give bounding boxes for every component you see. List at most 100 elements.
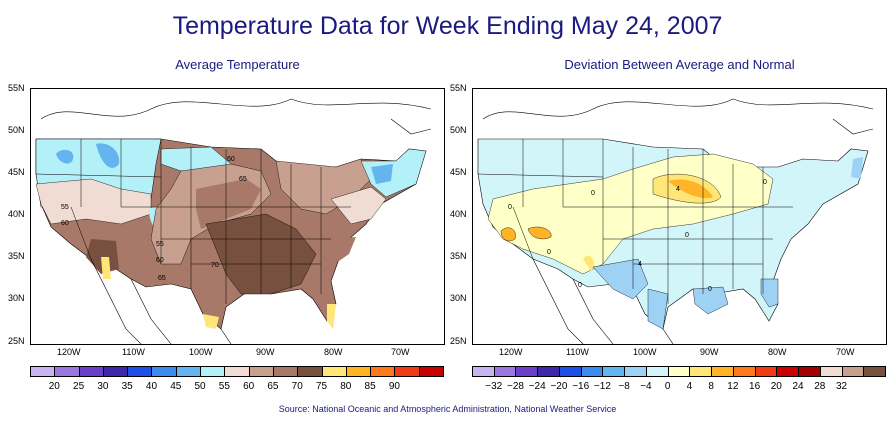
longitude-tick: 110W bbox=[122, 347, 145, 357]
longitude-tick: 80W bbox=[768, 347, 787, 357]
deviation-legend: −32 −28 −24 −20 −16 −12 −8 −4 0 4 8 12 16 20 24 28 32 bbox=[472, 366, 886, 396]
legend-swatch bbox=[224, 366, 250, 377]
average-temperature-map: 60 65 55 60 55 60 65 70 bbox=[30, 88, 445, 345]
contour-label: 0 bbox=[591, 190, 595, 197]
legend-label: 75 bbox=[315, 381, 328, 392]
latitude-tick: 30N bbox=[8, 293, 25, 303]
longitude-tick: 70W bbox=[391, 347, 410, 357]
legend-label: 0 bbox=[664, 381, 671, 392]
legend-swatch bbox=[754, 366, 778, 377]
legend-label: 35 bbox=[121, 381, 133, 392]
latitude-tick: 45N bbox=[8, 167, 25, 177]
legend-label: −32 bbox=[485, 381, 503, 392]
latitude-tick: 50N bbox=[450, 125, 467, 135]
contour-label: 60 bbox=[61, 220, 69, 227]
contour-label: 4 bbox=[676, 186, 680, 193]
legend-swatch bbox=[78, 366, 104, 377]
latitude-tick: 40N bbox=[8, 209, 25, 219]
longitude-tick: 100W bbox=[189, 347, 213, 357]
contour-label: 0 bbox=[508, 204, 512, 211]
legend-label: 28 bbox=[814, 381, 826, 392]
legend-swatch bbox=[175, 366, 202, 377]
legend-label: 8 bbox=[708, 381, 714, 392]
legend-swatch bbox=[248, 366, 274, 377]
contour-label: 70 bbox=[211, 262, 219, 269]
legend-swatch bbox=[200, 366, 226, 377]
legend-swatch bbox=[711, 366, 734, 377]
page-title: Temperature Data for Week Ending May 24,… bbox=[172, 12, 723, 40]
legend-label: 20 bbox=[770, 381, 782, 392]
legend-label: −4 bbox=[640, 381, 652, 392]
legend-label: 50 bbox=[194, 381, 206, 392]
legend-label: 24 bbox=[792, 381, 804, 392]
legend-swatch bbox=[558, 366, 582, 377]
legend-swatch bbox=[689, 366, 713, 377]
legend-swatch bbox=[54, 366, 80, 377]
legend-swatch bbox=[418, 366, 444, 377]
legend-swatch bbox=[151, 366, 177, 377]
contour-label: 0 bbox=[685, 232, 689, 239]
legend-label: 70 bbox=[291, 381, 303, 392]
contour-label: 55 bbox=[156, 241, 164, 248]
contour-label: 0 bbox=[578, 282, 582, 289]
legend-label: 16 bbox=[749, 381, 761, 392]
legend-swatch bbox=[472, 366, 495, 377]
contour-label: 65 bbox=[158, 275, 166, 282]
temperature-deviation-map: 0 0 4 0 0 0 4 0 0 bbox=[472, 88, 887, 345]
longitude-tick: 90W bbox=[256, 347, 275, 357]
legend-swatch bbox=[370, 366, 396, 377]
contour-label: 0 bbox=[547, 249, 551, 256]
latitude-tick: 25N bbox=[8, 336, 25, 346]
legend-label: 40 bbox=[145, 381, 158, 392]
legend-label: 60 bbox=[243, 381, 255, 392]
legend-swatch bbox=[863, 366, 886, 377]
latitude-tick: 35N bbox=[8, 251, 25, 261]
legend-label: 32 bbox=[835, 381, 848, 392]
legend-swatch bbox=[667, 366, 691, 377]
longitude-tick: 90W bbox=[700, 347, 719, 357]
temperature-deviation-map-graphic: 0 0 4 0 0 0 4 0 0 bbox=[473, 89, 886, 344]
latitude-tick: 25N bbox=[450, 336, 467, 346]
legend-swatch bbox=[580, 366, 604, 377]
legend-swatch bbox=[30, 366, 56, 377]
right-map-subtitle: Deviation Between Average and Normal bbox=[564, 57, 795, 72]
average-temperature-legend: 20 25 30 35 40 45 50 55 60 65 70 75 80 85 90 bbox=[30, 366, 444, 396]
latitude-tick: 35N bbox=[450, 251, 467, 261]
legend-swatch bbox=[776, 366, 800, 377]
legend-label: −12 bbox=[593, 381, 611, 392]
average-temperature-map-graphic: 60 65 55 60 55 60 65 70 bbox=[31, 89, 444, 344]
legend-swatch bbox=[602, 366, 626, 377]
contour-label: 4 bbox=[638, 261, 642, 268]
latitude-tick: 55N bbox=[8, 83, 25, 93]
legend-label: 4 bbox=[686, 381, 693, 392]
legend-swatch bbox=[394, 366, 420, 377]
legend-swatch bbox=[345, 366, 372, 377]
contour-label: 0 bbox=[763, 179, 767, 186]
legend-label: −8 bbox=[618, 381, 630, 392]
legend-swatch bbox=[624, 366, 647, 377]
legend-label: 90 bbox=[388, 381, 400, 392]
longitude-tick: 80W bbox=[324, 347, 343, 357]
legend-swatch bbox=[798, 366, 821, 377]
legend-label: 65 bbox=[267, 381, 279, 392]
legend-swatch bbox=[127, 366, 153, 377]
longitude-tick: 110W bbox=[566, 347, 589, 357]
longitude-tick: 100W bbox=[633, 347, 657, 357]
legend-swatch bbox=[515, 366, 539, 377]
legend-swatch bbox=[645, 366, 669, 377]
legend-label: 45 bbox=[170, 381, 182, 392]
legend-swatch bbox=[321, 366, 347, 377]
legend-swatch bbox=[493, 366, 517, 377]
legend-swatch bbox=[732, 366, 756, 377]
legend-swatch bbox=[272, 366, 299, 377]
latitude-tick: 45N bbox=[450, 167, 467, 177]
latitude-tick: 55N bbox=[450, 83, 467, 93]
legend-swatch bbox=[537, 366, 560, 377]
legend-label: −20 bbox=[550, 381, 568, 392]
legend-swatch bbox=[297, 366, 323, 377]
legend-label: −24 bbox=[528, 381, 546, 392]
legend-swatch bbox=[841, 366, 865, 377]
latitude-tick: 30N bbox=[450, 293, 467, 303]
contour-label: 65 bbox=[239, 176, 247, 183]
contour-label: 60 bbox=[156, 257, 164, 264]
